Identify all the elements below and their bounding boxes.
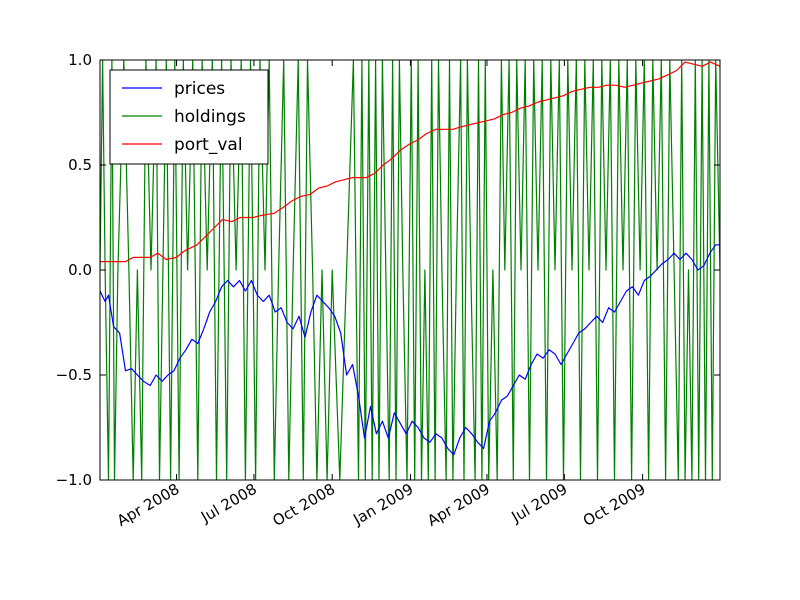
series-line-port_val [100, 61, 720, 263]
legend-label-holdings: holdings [174, 107, 246, 127]
series-line-prices [100, 244, 720, 456]
y-tick-label: −1.0 [56, 471, 92, 489]
legend-label-port_val: port_val [174, 135, 243, 155]
series-line-holdings [100, 60, 720, 480]
legend: prices holdings port_val [109, 69, 269, 165]
legend-label-prices: prices [174, 79, 225, 99]
y-tick-label: 1.0 [68, 51, 92, 69]
legend-box [109, 69, 269, 165]
y-tick-label: 0.5 [68, 156, 92, 174]
y-tick-label: −0.5 [56, 366, 92, 384]
y-tick-label: 0.0 [68, 261, 92, 279]
series-layer [100, 60, 720, 480]
